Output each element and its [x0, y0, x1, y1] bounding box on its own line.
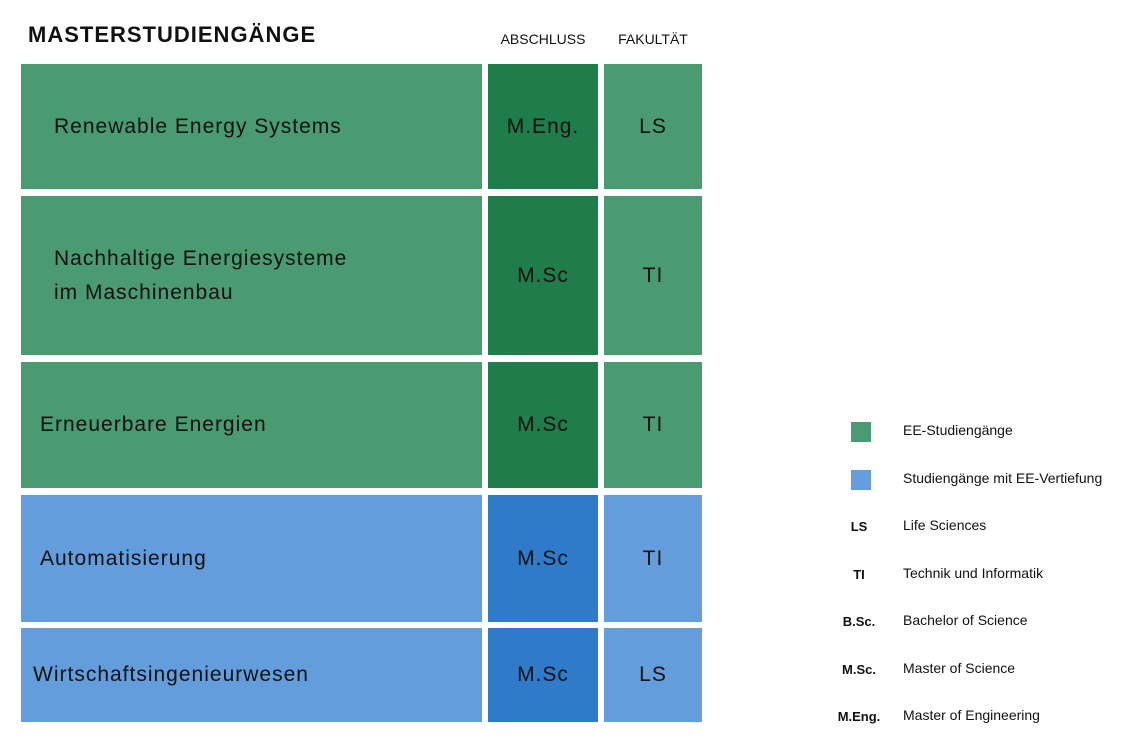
faculty-cell: LS — [604, 628, 702, 722]
faculty-cell: TI — [604, 196, 702, 355]
faculty-cell: LS — [604, 64, 702, 189]
faculty-cell: TI — [604, 495, 702, 622]
legend-abbreviation: B.Sc. — [842, 614, 876, 629]
degree-cell: M.Sc — [488, 362, 598, 488]
legend-label: Master of Engineering — [903, 707, 1040, 723]
program-name: Renewable Energy Systems — [54, 114, 342, 138]
legend-abbreviation: LS — [850, 519, 868, 534]
program-name-cell: Nachhaltige Energiesysteme im Maschinenba… — [21, 196, 482, 355]
column-header-fakultaet: FAKULTÄT — [618, 31, 688, 47]
program-name-cell: Erneuerbare Energien — [21, 362, 482, 488]
program-name-cell: Automatisierung — [21, 495, 482, 622]
program-name-cell: Renewable Energy Systems — [21, 64, 482, 189]
legend-label: EE-Studiengänge — [903, 422, 1013, 438]
column-header-abschluss: ABSCHLUSS — [500, 31, 586, 47]
legend-abbreviation: TI — [853, 567, 865, 582]
legend-label: Technik und Informatik — [903, 565, 1044, 581]
program-name: Nachhaltige Energiesysteme — [54, 246, 348, 270]
legend-swatch — [851, 470, 871, 490]
page-title: MASTERSTUDIENGÄNGE — [28, 22, 317, 47]
legend-label: Bachelor of Science — [903, 612, 1028, 628]
legend-abbreviation: M.Eng. — [837, 709, 881, 724]
faculty-cell: TI — [604, 362, 702, 488]
program-name-cell: Wirtschaftsingenieurwesen — [21, 628, 482, 722]
program-name: Erneuerbare Energien — [40, 413, 267, 436]
program-name: Automatisierung — [40, 546, 207, 570]
program-name: im Maschinenbau — [54, 280, 234, 304]
degree-cell: M.Sc — [488, 628, 598, 722]
degree-cell: M.Sc — [488, 196, 598, 355]
program-name: Wirtschaftsingenieurwesen — [33, 663, 309, 686]
degree-cell: M.Eng. — [488, 64, 598, 189]
legend-label: Studiengänge mit EE-Vertiefung — [903, 470, 1103, 486]
legend-label: Life Sciences — [903, 517, 987, 533]
legend-abbreviation: M.Sc. — [842, 662, 876, 677]
legend-label: Master of Science — [903, 660, 1016, 676]
degree-cell: M.Sc — [488, 495, 598, 622]
legend-swatch — [851, 422, 871, 442]
